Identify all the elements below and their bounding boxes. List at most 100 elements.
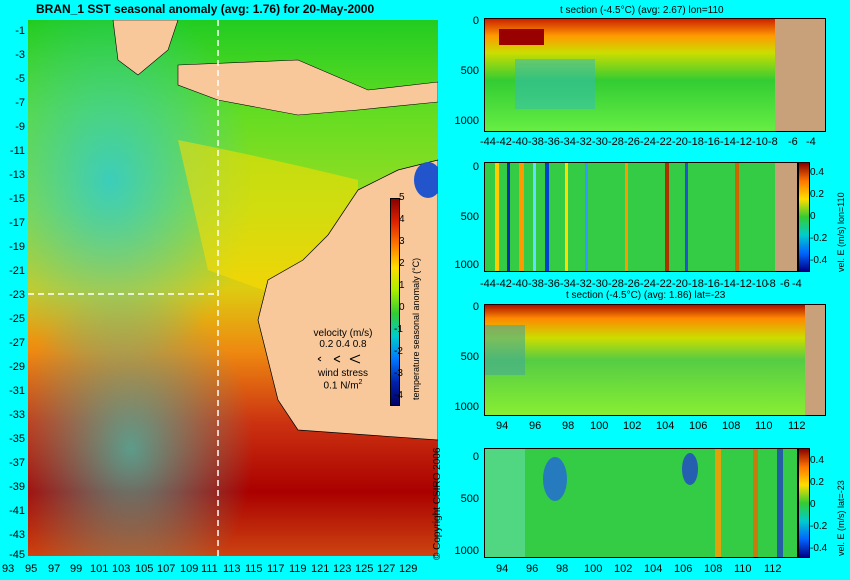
lon-tick: 102: [623, 420, 642, 432]
sst-colorbar-ticks: 5 4 3 2 1 0 -1 -2 -3 -4: [394, 192, 412, 413]
lat-tick: -23: [9, 289, 25, 301]
lon-tick: 96: [529, 420, 542, 432]
lon-tick: 99: [70, 563, 83, 575]
lat-tick: -1: [15, 25, 25, 37]
lat-tick: -35: [9, 433, 25, 445]
colorbar-tick: 3: [399, 236, 405, 247]
lon-tick: 109: [180, 563, 199, 575]
lon-tick: 108: [704, 563, 723, 575]
depth-tick: 500: [460, 65, 479, 77]
panel2-x-axis: -44 -42 -40 -38 -36 -34 -32 -30 -28 -26 …: [480, 278, 802, 291]
lon-tick: 101: [90, 563, 109, 575]
depth-tick: 1000: [454, 259, 479, 271]
vel-tick: -0.2: [810, 233, 828, 244]
lat-tick: -24: [640, 136, 656, 148]
lon-tick: 105: [135, 563, 154, 575]
lat-tick: -32: [576, 278, 592, 290]
depth-tick: 500: [460, 211, 479, 223]
lat-tick: -42: [496, 278, 512, 290]
lat-tick: -4: [792, 278, 802, 290]
lat-tick: -29: [9, 361, 25, 373]
lon-tick: 100: [584, 563, 603, 575]
lat-tick: -26: [624, 136, 640, 148]
lat-tick: -41: [9, 505, 25, 517]
panel1-y-axis: 0 500 1000: [452, 16, 482, 132]
depth-tick: 500: [460, 351, 479, 363]
lat-tick: -21: [9, 265, 25, 277]
panel4-colorbar-label: vel. E (m/s) lat=-23: [836, 480, 846, 556]
lat-tick: -31: [9, 385, 25, 397]
lon-tick: 115: [245, 563, 263, 575]
vel-tick: 0.2: [810, 477, 824, 488]
sst-colorbar: [390, 198, 400, 406]
depth-tick: 500: [460, 493, 479, 505]
vel-tick: 0.4: [810, 167, 824, 178]
lat-tick: -26: [624, 278, 640, 290]
colorbar-tick: -2: [394, 346, 403, 357]
lon-tick: 111: [201, 563, 218, 575]
lat-tick: -25: [9, 313, 25, 325]
lon-tick: 117: [267, 563, 285, 575]
lat-tick: -6: [780, 278, 790, 290]
panel2-y-axis: 0 500 1000: [452, 162, 482, 274]
lat-tick: -17: [9, 217, 25, 229]
velocity-legend: velocity (m/s) 0.2 0.4 0.8 wind stress 0…: [298, 328, 388, 391]
wind-exponent: 2: [358, 379, 363, 386]
lon-tick: 94: [496, 420, 509, 432]
lat-tick: -12: [736, 278, 752, 290]
lon-tick: 123: [333, 563, 352, 575]
lat-tick: -16: [704, 278, 720, 290]
lat-tick: -12: [736, 136, 752, 148]
vel-tick: 0.2: [810, 189, 824, 200]
lon-tick: 95: [25, 563, 38, 575]
lat-tick: -8: [766, 278, 776, 290]
lat-tick: -11: [9, 145, 25, 157]
colorbar-tick: 0: [399, 302, 405, 313]
panel1-x-axis: -44 -42 -40 -38 -36 -34 -32 -30 -28 -26 …: [480, 136, 824, 149]
lat-tick: -36: [544, 278, 560, 290]
panel1-title: t section (-4.5°C) (avg: 2.67) lon=110: [560, 5, 724, 16]
panel4-colorbar: [798, 448, 810, 558]
lat-tick: -44: [480, 278, 496, 290]
lon-tick: 113: [223, 563, 241, 575]
colorbar-tick: -3: [394, 368, 403, 379]
vel-tick: -0.2: [810, 521, 828, 532]
lon-tick: 110: [755, 420, 773, 432]
lon-tick: 102: [614, 563, 633, 575]
sst-anomaly-map: [28, 20, 438, 556]
lat-tick: -18: [688, 136, 704, 148]
lon-tick: 125: [355, 563, 374, 575]
velocity-label: velocity (m/s): [313, 328, 373, 339]
vel-tick: 0.4: [810, 455, 824, 466]
lat-tick: -38: [528, 278, 544, 290]
lon-tick: 103: [112, 563, 131, 575]
lat-tick: -10: [752, 136, 768, 148]
lon-tick: 107: [157, 563, 176, 575]
colorbar-tick: -1: [394, 324, 403, 335]
lon-tick: 121: [311, 563, 330, 575]
lat-tick: -36: [544, 136, 560, 148]
colorbar-tick: 5: [399, 192, 405, 203]
lat-tick: -5: [15, 73, 25, 85]
panel2-velocity-plot: [484, 162, 798, 272]
panel3-title: t section (-4.5°C) (avg: 1.86) lat=-23: [566, 290, 726, 301]
lat-tick: -34: [560, 278, 576, 290]
lat-tick: -30: [592, 136, 608, 148]
map-lat-axis: -1 -3 -5 -7 -9 -11 -13 -15 -17 -19 -21 -…: [0, 20, 28, 561]
lat-tick: -22: [656, 278, 672, 290]
panel3-x-axis: 94 96 98 100 102 104 106 108 110 112: [484, 421, 824, 433]
map-lon-axis: 93 95 97 99 101 103 105 107 109 111 113 …: [0, 564, 440, 580]
lon-tick: 127: [377, 563, 396, 575]
lon-tick: 108: [722, 420, 741, 432]
lon-tick: 96: [526, 563, 539, 575]
wind-label: wind stress: [317, 368, 368, 379]
panel3-section-plot: [484, 304, 826, 416]
depth-tick: 0: [472, 161, 479, 173]
colorbar-label: temperature seasonal anomaly (°C): [411, 257, 421, 400]
lon-tick: 98: [562, 420, 575, 432]
lon-tick: 119: [289, 563, 307, 575]
lon-tick: 94: [496, 563, 509, 575]
lat-tick: -16: [704, 136, 720, 148]
lat-tick: -24: [640, 278, 656, 290]
lat-tick: -45: [9, 549, 25, 561]
